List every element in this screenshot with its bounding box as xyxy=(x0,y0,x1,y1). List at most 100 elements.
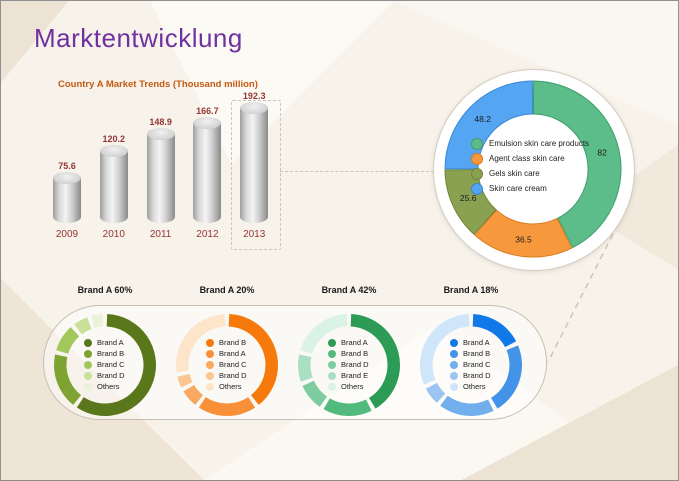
legend-dot xyxy=(206,349,214,358)
legend-dot xyxy=(450,382,458,391)
legend-item-brand-e[interactable]: Brand E xyxy=(328,370,369,381)
highlight-dashed-rect xyxy=(231,100,281,250)
legend-label: Others xyxy=(219,382,242,391)
bar-category-label: 2010 xyxy=(102,229,125,240)
legend-item-brand-c[interactable]: Brand C xyxy=(84,359,125,370)
donut-segment-brand-c[interactable] xyxy=(440,395,494,417)
brand-share-title: Brand A 42% xyxy=(321,285,377,295)
legend-item-brand-a[interactable]: Brand A xyxy=(206,348,247,359)
page-title: Marktentwicklung xyxy=(34,23,243,53)
legend-item-others[interactable]: Others xyxy=(84,381,125,392)
donut-segment-agent-class-skin-care[interactable] xyxy=(474,209,573,258)
brand-share-donut-4 xyxy=(420,314,523,417)
bar-value-label: 120.2 xyxy=(102,134,126,144)
legend-item-brand-b[interactable]: Brand B xyxy=(206,337,247,348)
donut-segment-gels-skin-care[interactable] xyxy=(444,169,497,235)
donut-segment-brand-a[interactable] xyxy=(472,314,517,348)
bar-2012[interactable] xyxy=(193,117,222,223)
legend-dot xyxy=(471,182,483,195)
donut-segment-brand-b[interactable] xyxy=(323,398,372,416)
bar-chart-title: Country A Market Trends (Thousand millio… xyxy=(58,79,258,90)
donut-segment-others[interactable] xyxy=(175,314,226,373)
legend-item-brand-c[interactable]: Brand C xyxy=(450,359,491,370)
donut-segment-value: 25.6 xyxy=(460,193,477,203)
legend-item-others[interactable]: Others xyxy=(206,381,247,392)
donut-segment-brand-a[interactable] xyxy=(198,397,256,417)
legend-label: Others xyxy=(463,382,486,391)
legend-label: Emulsion skin care products xyxy=(489,139,590,148)
donut-segment-brand-b[interactable] xyxy=(54,354,82,405)
bar-value-label: 148.9 xyxy=(149,117,172,127)
legend-dot xyxy=(84,382,92,391)
donut-segment-brand-b[interactable] xyxy=(491,345,523,409)
bar-2011[interactable] xyxy=(146,128,175,223)
donut-segment-emulsion-skin-care-products[interactable] xyxy=(532,80,622,249)
bar-value-label: 192.3 xyxy=(242,91,266,101)
legend-dot xyxy=(206,338,214,347)
donut-segment-brand-e[interactable] xyxy=(298,354,313,382)
bar-2009[interactable] xyxy=(53,172,81,223)
legend-item-others[interactable]: Others xyxy=(328,381,369,392)
legend-dot xyxy=(471,167,483,180)
legend-label: Brand A xyxy=(97,338,124,347)
legend-item-brand-a[interactable]: Brand A xyxy=(328,337,369,348)
legend-label: Brand B xyxy=(463,349,491,358)
legend-item-agent-class-skin-care[interactable]: Agent class skin care xyxy=(471,152,589,165)
donut-segment-others[interactable] xyxy=(300,314,348,354)
bar-cylinder-cap xyxy=(193,117,222,129)
donut-segment-skin-care-cream[interactable] xyxy=(444,80,534,170)
legend-item-brand-d[interactable]: Brand D xyxy=(84,370,125,381)
donut-segment-others[interactable] xyxy=(91,314,104,328)
legend-label: Brand A xyxy=(463,338,490,347)
donut-segment-brand-d[interactable] xyxy=(302,380,327,407)
legend-dot xyxy=(206,382,214,391)
legend-dot xyxy=(328,338,336,347)
legend-dot xyxy=(328,382,336,391)
legend-dot xyxy=(450,371,458,380)
bar-2013[interactable] xyxy=(240,102,269,223)
legend-dot xyxy=(471,152,483,165)
donut-segment-brand-d[interactable] xyxy=(74,317,92,335)
bar-category-label: 2012 xyxy=(196,229,219,240)
donut-segment-brand-a[interactable] xyxy=(350,314,401,409)
donut-segment-brand-c[interactable] xyxy=(183,385,204,405)
legend-item-brand-b[interactable]: Brand B xyxy=(328,348,369,359)
bar-cylinder-body xyxy=(53,178,81,223)
legend-dot xyxy=(328,349,336,358)
skin-care-donut-legend: Emulsion skin care products Agent class s… xyxy=(471,137,590,198)
legend-item-brand-d[interactable]: Brand D xyxy=(328,359,369,370)
bar-cylinder-body xyxy=(99,151,128,223)
legend-label: Brand C xyxy=(97,360,125,369)
legend-label: Agent class skin care xyxy=(489,154,565,163)
dashed-connector-horizontal xyxy=(280,171,434,172)
legend-item-brand-b[interactable]: Brand B xyxy=(450,348,491,359)
legend-dot xyxy=(471,137,483,150)
legend-item-brand-d[interactable]: Brand D xyxy=(206,370,247,381)
legend-item-brand-a[interactable]: Brand A xyxy=(84,337,125,348)
donut-segment-brand-c[interactable] xyxy=(56,327,80,354)
bar-2010[interactable] xyxy=(99,145,128,223)
legend-label: Brand A xyxy=(219,349,246,358)
brand-share-legend: Brand A Brand B Brand D Brand E Others xyxy=(328,337,369,392)
legend-item-emulsion-skin-care-products[interactable]: Emulsion skin care products xyxy=(471,137,590,150)
legend-item-brand-d[interactable]: Brand D xyxy=(450,370,491,381)
legend-dot xyxy=(328,360,336,369)
legend-item-brand-b[interactable]: Brand B xyxy=(84,348,125,359)
donut-segment-brand-d[interactable] xyxy=(425,382,446,403)
donut-segment-others[interactable] xyxy=(420,314,470,385)
donut-segment-brand-d[interactable] xyxy=(177,373,193,388)
donut-segment-brand-b[interactable] xyxy=(228,314,278,405)
legend-item-brand-a[interactable]: Brand A xyxy=(450,337,491,348)
brand-share-title: Brand A 60% xyxy=(77,285,133,295)
brand-share-legend: Brand A Brand B Brand C Brand D Others xyxy=(84,337,125,392)
legend-label: Brand C xyxy=(463,360,491,369)
legend-item-skin-care-cream[interactable]: Skin care cream xyxy=(471,182,589,195)
skin-care-donut-chart: 82 36.5 25.6 48.2 xyxy=(444,80,622,258)
legend-item-gels-skin-care[interactable]: Gels skin care xyxy=(471,167,589,180)
legend-item-others[interactable]: Others xyxy=(450,381,491,392)
legend-dot xyxy=(206,360,214,369)
brand-share-title: Brand A 20% xyxy=(199,285,255,295)
legend-item-brand-c[interactable]: Brand C xyxy=(206,359,247,370)
donut-segment-brand-a[interactable] xyxy=(76,314,156,417)
legend-label: Brand D xyxy=(97,371,125,380)
